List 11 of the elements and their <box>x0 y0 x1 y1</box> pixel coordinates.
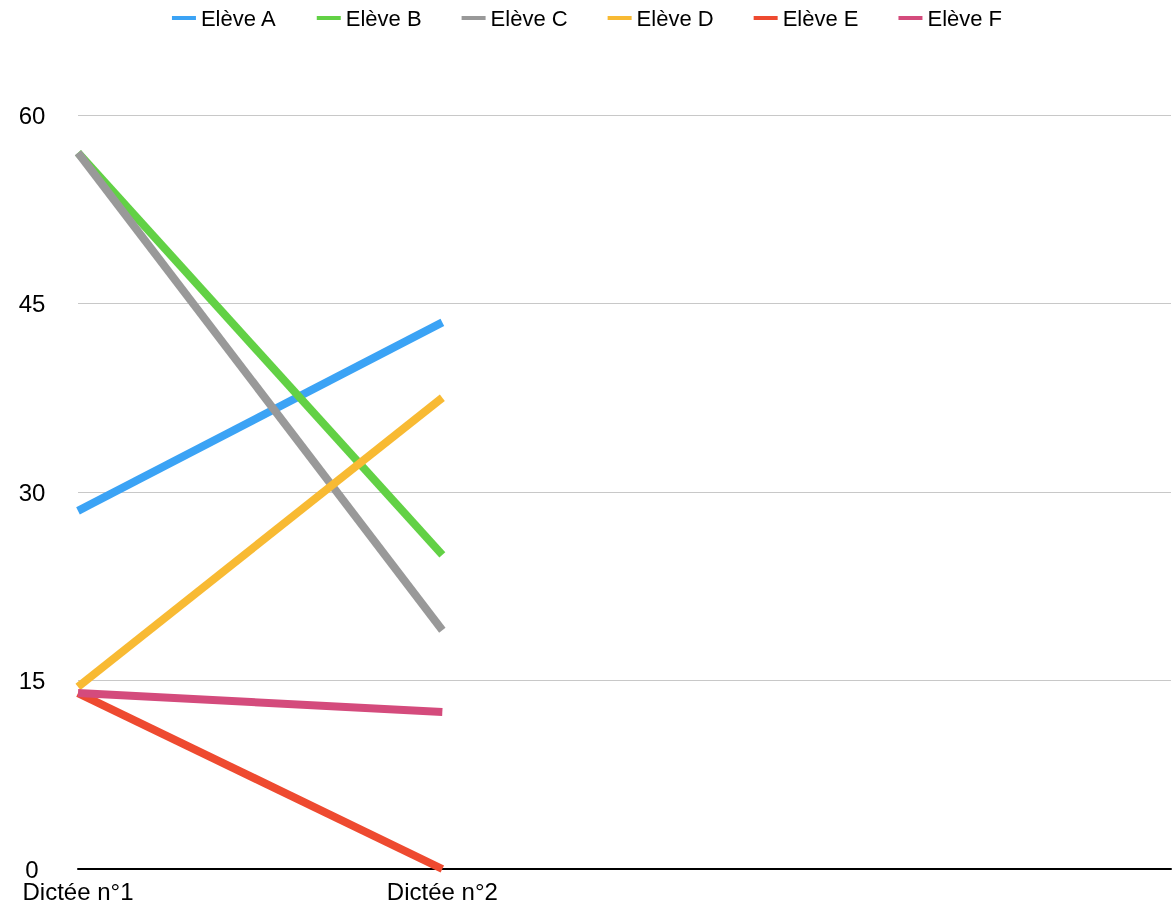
y-tick-label: 15 <box>18 667 46 694</box>
y-tick-label: 45 <box>18 290 46 317</box>
legend-label: Elève F <box>927 5 1003 31</box>
y-tick-label: 30 <box>18 478 46 506</box>
legend-label: Elève C <box>490 5 568 31</box>
legend-label: Elève E <box>782 5 859 31</box>
legend-label: Elève D <box>636 5 714 31</box>
legend-label: Elève A <box>200 5 276 31</box>
legend-label: Elève B <box>345 5 422 31</box>
x-tick-label: Dictée n°2 <box>386 877 498 905</box>
y-tick-label: 60 <box>18 101 46 129</box>
